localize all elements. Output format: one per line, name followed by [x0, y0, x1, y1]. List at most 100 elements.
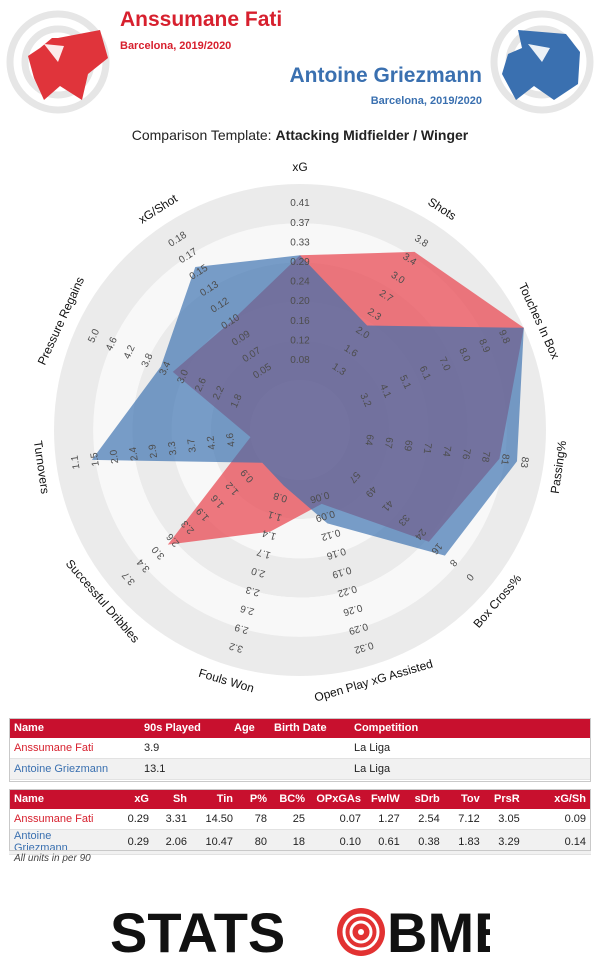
radar-tick-label: 0.24	[290, 277, 310, 288]
logo-text-left: STATS	[110, 902, 285, 962]
radar-tick-label: 2.4	[128, 446, 141, 462]
player-stats-table: Name xG Sh Tin P% BC% OPxGAs FwlW sDrb Tov PrsR xG/…	[9, 789, 591, 855]
table-cell: 80	[238, 829, 272, 855]
stats-header-sdrb: sDrb	[404, 789, 445, 809]
radar-tick-label: 0.19	[330, 564, 352, 580]
radar-tick-label: 4.6	[104, 335, 120, 353]
radar-tick-label: 2.0	[108, 448, 121, 464]
radar-tick-label: 3.2	[357, 392, 373, 410]
radar-tick-label: 4.1	[377, 383, 393, 401]
radar-tick-label: 64	[362, 434, 375, 447]
stats-header-p: P%	[238, 789, 272, 809]
player-name-cell: Anssumane Fati	[9, 738, 139, 759]
radar-tick-label: 2.3	[244, 583, 261, 598]
player2-radar-badge	[490, 10, 594, 114]
radar-tick-label: 0.12	[319, 526, 341, 542]
radar-tick-label: 67	[382, 436, 395, 449]
template-value: Attacking Midfielder / Winger	[275, 127, 469, 143]
stats-header-sh: Sh	[154, 789, 192, 809]
radar-tick-label: 9.8	[496, 328, 512, 346]
comparison-template: Comparison Template: Attacking Midfielde…	[0, 127, 600, 143]
player-name-cell: Antoine Griezmann	[9, 758, 139, 780]
player-name-cell: Antoine Griezmann	[9, 829, 109, 855]
radar-series	[91, 251, 524, 556]
radar-tick-label: 3.7	[186, 437, 199, 453]
table-cell	[269, 738, 349, 759]
player1-subtitle: Barcelona, 2019/2020	[120, 40, 232, 52]
radar-axis-label-shots: Shots	[425, 195, 458, 223]
radar-tick-label: 0	[463, 571, 475, 583]
radar-tick-label: 2.2	[211, 384, 227, 402]
stats-header-fwlw: FwlW	[366, 789, 405, 809]
info-header-age: Age	[229, 718, 269, 738]
info-header-birth-date: Birth Date	[269, 718, 349, 738]
table-row: Antoine Griezmann 0.29 2.06 10.47 80 18 0.10 0.…	[9, 829, 591, 855]
radar-tick-label: 1.1	[266, 508, 283, 523]
table-cell: 25	[272, 809, 310, 830]
radar-tick-label: 0.37	[290, 218, 310, 229]
table-cell: 0.61	[366, 829, 405, 855]
radar-axis-label-fouls-won: Fouls Won	[197, 666, 256, 696]
radar-tick-label: 4.6	[225, 432, 238, 448]
logo-o-target	[337, 908, 385, 956]
logo-text-right: BMB	[387, 902, 490, 962]
table-cell	[269, 758, 349, 780]
template-label: Comparison Template:	[131, 127, 272, 143]
table-cell	[229, 758, 269, 780]
radar-tick-label: 0.12	[290, 335, 310, 346]
radar-tick-label: 4.2	[122, 343, 138, 361]
player1-radar-badge	[6, 10, 110, 114]
table-cell: 3.9	[139, 738, 229, 759]
radar-tick-label: 0.16	[325, 545, 347, 561]
table-cell	[229, 738, 269, 759]
radar-chart: 0.080.120.160.200.240.290.330.370.411.31…	[31, 160, 570, 704]
table-cell: La Liga	[349, 758, 591, 780]
stats-table-header: Name xG Sh Tin P% BC% OPxGAs FwlW sDrb Tov PrsR xG/…	[9, 789, 591, 809]
table-cell: 3.29	[484, 829, 525, 855]
table-cell: 18	[272, 829, 310, 855]
radar-tick-label: 0.20	[290, 296, 310, 307]
table-cell: 1.27	[366, 809, 405, 830]
stats-header-opxgas: OPxGAs	[310, 789, 366, 809]
radar-axis-label-turnovers: Turnovers	[31, 440, 52, 495]
radar-tick-label: 3.0	[175, 368, 191, 386]
radar-tick-label: 1.7	[255, 546, 272, 561]
radar-tick-label: 0.26	[341, 601, 363, 617]
table-cell: 0.29	[109, 809, 154, 830]
radar-tick-label: 3.2	[228, 640, 245, 655]
table-cell: 0.09	[524, 809, 591, 830]
radar-tick-label: 7.0	[436, 355, 452, 373]
table-cell: 2.54	[404, 809, 445, 830]
radar-tick-label: 5.0	[86, 327, 102, 345]
radar-tick-label: 0.29	[347, 620, 369, 636]
radar-tick-label: 3.8	[140, 351, 156, 369]
player-info-table: Name 90s Played Age Birth Date Competition A…	[9, 718, 591, 780]
series-polygon-antoine-griezmann	[91, 255, 524, 556]
stats-header-prsr: PrsR	[484, 789, 525, 809]
stats-header-tov: Tov	[444, 789, 485, 809]
radar-axis-label-passing: Passing%	[548, 439, 570, 494]
table-cell: 3.31	[154, 809, 192, 830]
radar-tick-label: 1.4	[261, 527, 278, 542]
radar-tick-label: 1.8	[229, 392, 245, 410]
stats-header-bc: BC%	[272, 789, 310, 809]
radar-tick-label: 3.4	[158, 360, 174, 378]
table-cell: 1.83	[444, 829, 485, 855]
radar-tick-label: 0.29	[290, 257, 310, 268]
stats-header-xg: xG	[109, 789, 154, 809]
table-cell: 14.50	[192, 809, 238, 830]
radar-tick-label: 5.1	[397, 374, 413, 392]
radar-tick-label: 0.09	[314, 507, 336, 523]
radar-tick-label: 83	[518, 456, 531, 469]
info-header-competition: Competition	[349, 718, 591, 738]
radar-ring	[54, 184, 546, 676]
player-name-cell: Anssumane Fati	[9, 809, 109, 830]
radar-tick-label: 8.0	[456, 346, 472, 364]
radar-tick-label: 0.16	[290, 316, 310, 327]
table-cell: 13.1	[139, 758, 229, 780]
radar-tick-label: 8.9	[476, 337, 492, 355]
radar-tick-label: 1.1	[70, 454, 83, 470]
radar-tick-label: 81	[498, 453, 511, 466]
radar-tick-label: 0.22	[336, 583, 358, 599]
radar-tick-label: 0.32	[352, 639, 374, 655]
